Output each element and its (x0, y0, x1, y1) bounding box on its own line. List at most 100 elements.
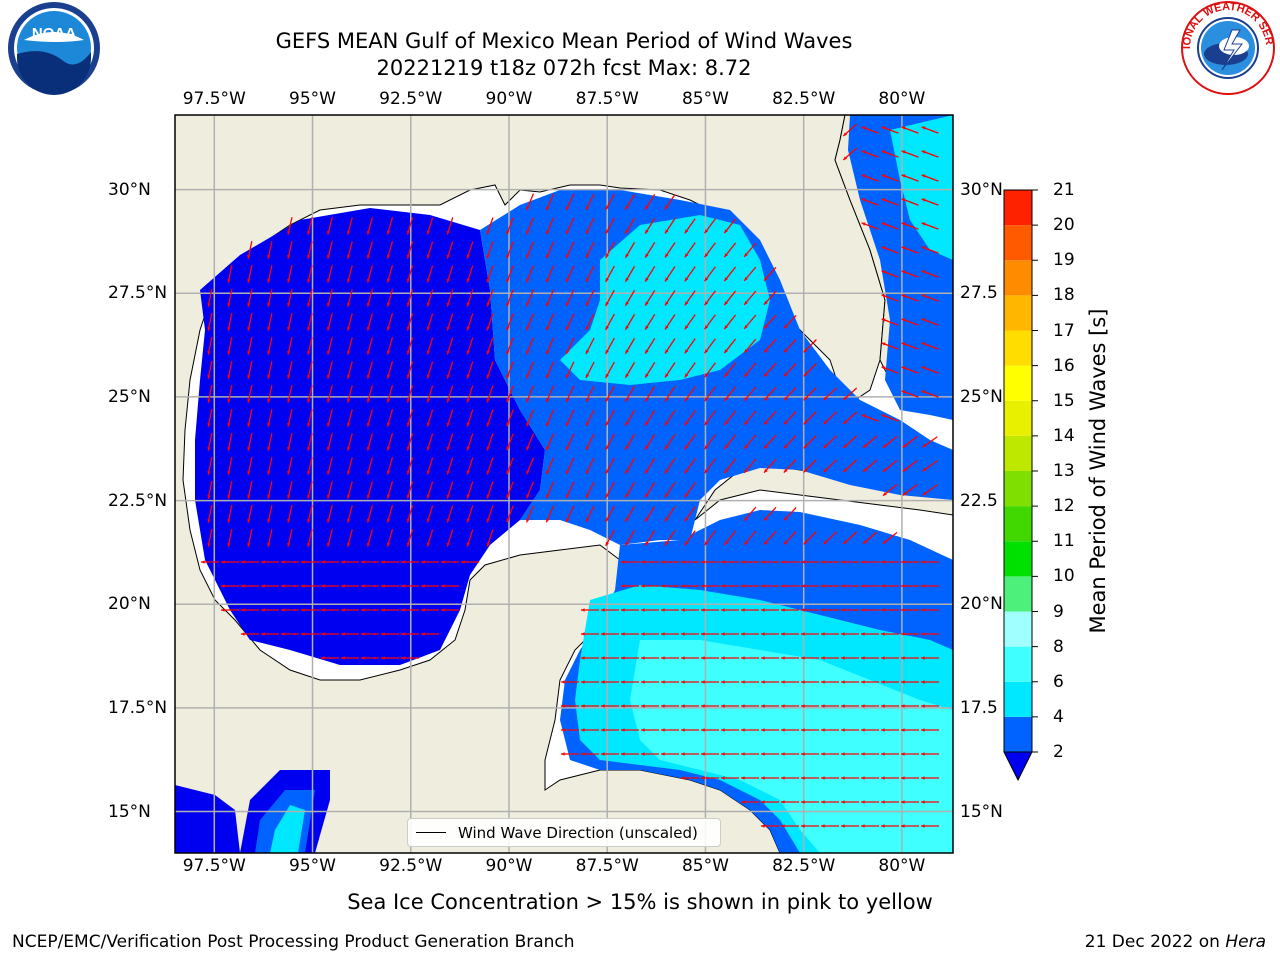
direction-arrow-head (724, 469, 729, 474)
direction-arrow-head (684, 253, 689, 258)
left-lat-tick: 25°N (108, 386, 151, 407)
direction-arrow-head (881, 342, 886, 346)
direction-arrow-head (781, 560, 785, 564)
direction-arrow-head (585, 398, 590, 403)
direction-arrow-head (581, 656, 585, 660)
colorbar-tick-label: 13 (1053, 461, 1075, 481)
direction-arrow-head (625, 277, 629, 282)
direction-arrow-head (321, 632, 325, 636)
direction-arrow-head (841, 776, 845, 780)
direction-arrow-head (346, 230, 351, 235)
direction-arrow-head (641, 584, 645, 588)
wave-period-contour (630, 640, 953, 853)
direction-arrow-head (546, 278, 550, 283)
direction-arrow-head (625, 421, 629, 426)
direction-arrow-head (744, 541, 748, 545)
direction-arrow-head (426, 302, 431, 307)
direction-arrow-head (721, 584, 725, 588)
direction-arrow-head (561, 704, 565, 708)
direction-arrow-head (227, 278, 231, 283)
direction-arrow-head (466, 374, 470, 379)
direction-arrow-head (486, 278, 490, 283)
direction-arrow-head (764, 540, 768, 545)
direction-arrow-head (761, 728, 765, 732)
direction-arrow-head (561, 728, 565, 732)
direction-arrow-head (307, 542, 311, 547)
direction-arrow-head (346, 542, 351, 547)
direction-arrow-head (821, 608, 825, 612)
direction-arrow-head (861, 198, 866, 202)
direction-arrow-head (506, 422, 510, 427)
direction-arrow-head (741, 752, 745, 756)
colorbar-swatch (1004, 646, 1032, 682)
direction-arrow-head (346, 398, 351, 403)
direction-arrow-head (227, 422, 231, 427)
run-date: 21 Dec 2022 on Hera (1085, 932, 1266, 952)
map-frame (174, 114, 954, 854)
direction-arrow-head (486, 254, 490, 259)
wind-wave-direction-arrows (201, 123, 939, 828)
direction-arrow-head (566, 278, 570, 283)
direction-arrow-head (744, 445, 748, 449)
direction-arrow-head (665, 277, 669, 282)
direction-arrow-head (821, 656, 825, 660)
direction-arrow-head (921, 584, 925, 588)
direction-arrow-head (227, 470, 231, 475)
direction-arrow-head (922, 443, 927, 448)
colorbar-tick-label: 2 (1053, 742, 1064, 762)
direction-arrow-head (566, 374, 570, 379)
direction-arrow-head (781, 824, 785, 828)
direction-arrow-head (287, 422, 291, 427)
direction-arrow-head (721, 632, 725, 636)
direction-arrow-head (566, 494, 570, 499)
direction-arrow-head (861, 704, 865, 708)
direction-arrow-head (803, 468, 808, 473)
direction-arrow-head (881, 776, 885, 780)
direction-arrow-head (841, 704, 845, 708)
direction-arrow-head (486, 302, 490, 307)
direction-arrow-head (261, 608, 265, 612)
direction-arrow-head (247, 278, 251, 283)
direction-arrow-head (361, 656, 365, 660)
direction-arrow-head (581, 680, 585, 684)
direction-arrow-head (921, 560, 925, 564)
direction-arrow-head (486, 230, 490, 235)
direction-arrow-head (406, 302, 411, 307)
direction-arrow-head (361, 560, 365, 564)
direction-arrow-head (641, 656, 645, 660)
direction-arrow-head (366, 230, 371, 235)
direction-arrow-head (207, 374, 211, 379)
direction-arrow-head (466, 278, 470, 283)
direction-arrow-head (764, 372, 768, 377)
colorbar-swatch (1004, 225, 1032, 261)
direction-arrow-head (381, 656, 385, 660)
direction-arrow-head (761, 800, 765, 804)
direction-arrow-head (881, 222, 886, 226)
direction-arrow-head (921, 222, 926, 226)
direction-arrow-head (922, 491, 927, 496)
direction-arrow-head (605, 325, 609, 330)
direction-arrow-head (661, 728, 665, 732)
direction-arrow-head (581, 704, 585, 708)
direction-arrow-head (601, 728, 605, 732)
direction-arrow-head (426, 494, 431, 499)
direction-arrow-head (426, 254, 431, 259)
direction-arrow-head (546, 398, 550, 403)
direction-arrow-head (506, 278, 510, 283)
noaa-logo-icon: NOAA (8, 2, 100, 95)
direction-arrow-head (207, 398, 211, 403)
direction-arrow-head (581, 608, 585, 612)
direction-arrow-head (326, 446, 331, 451)
direction-arrow-head (881, 800, 885, 804)
direction-arrow-head (741, 800, 745, 804)
direction-arrow-head (801, 728, 805, 732)
direction-arrow-head (921, 680, 925, 684)
right-lat-tick: 30°N (960, 179, 1003, 200)
direction-arrow-head (645, 493, 649, 498)
direction-arrow-head (526, 302, 530, 307)
direction-arrow-head (621, 728, 625, 732)
wave-period-contour (890, 115, 953, 260)
direction-arrow-head (901, 584, 905, 588)
direction-arrow-head (781, 656, 785, 660)
direction-arrow-head (227, 542, 231, 547)
